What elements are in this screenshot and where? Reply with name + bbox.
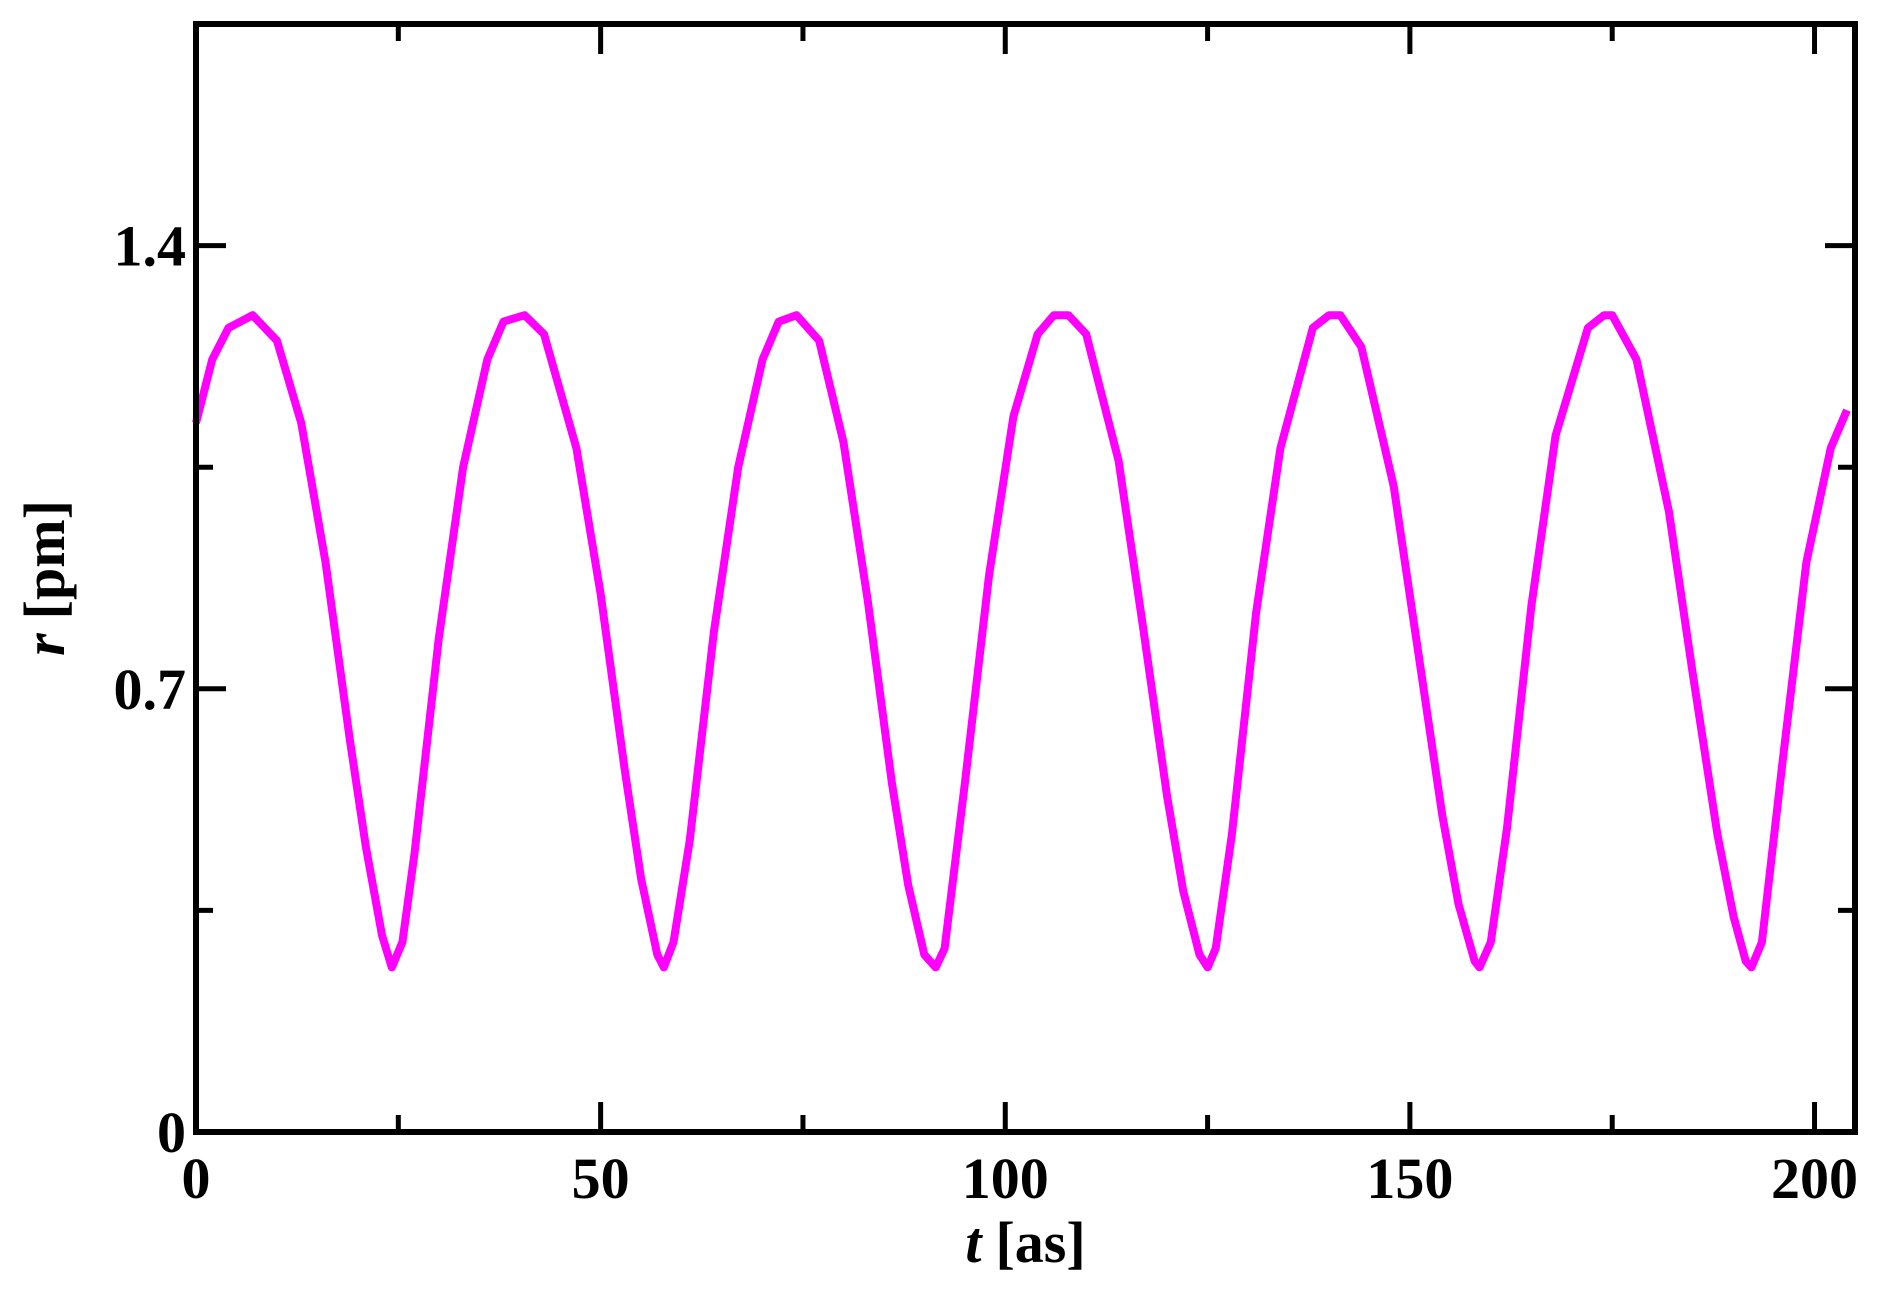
y-axis-unit: [pm] bbox=[12, 500, 77, 619]
tick-labels-group: 0 50 100 150 200 0 0.7 1.4 bbox=[114, 214, 1859, 1211]
x-tick-label: 50 bbox=[572, 1146, 630, 1211]
x-tick-label: 0 bbox=[182, 1146, 211, 1211]
x-axis-unit: [as] bbox=[995, 1210, 1085, 1275]
x-tick-label: 100 bbox=[962, 1146, 1049, 1211]
y-tick-label: 0 bbox=[157, 1100, 186, 1165]
y-tick-label: 1.4 bbox=[114, 214, 187, 279]
series-layer bbox=[192, 311, 1851, 972]
x-axis-label: t [as] bbox=[965, 1210, 1085, 1275]
x-tick-label: 200 bbox=[1771, 1146, 1858, 1211]
y-axis-label: r [pm] bbox=[12, 500, 77, 656]
x-tick-label: 150 bbox=[1366, 1146, 1453, 1211]
x-axis-variable: t bbox=[965, 1210, 983, 1275]
y-tick-label: 0.7 bbox=[114, 657, 187, 722]
series-line bbox=[192, 311, 1851, 972]
plot-frame bbox=[193, 21, 1858, 1135]
y-axis-variable: r bbox=[12, 633, 77, 656]
